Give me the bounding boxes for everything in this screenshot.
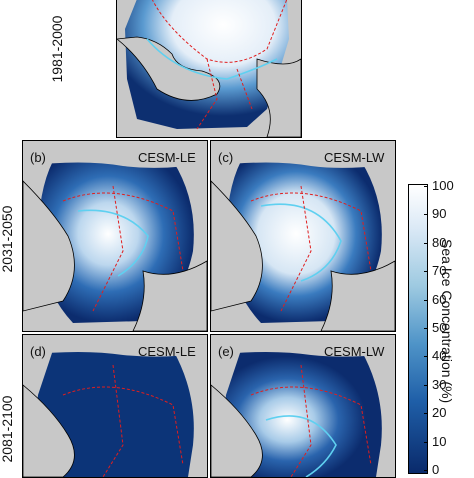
ice-edge-contour: [260, 203, 342, 282]
map-panel-e: [210, 334, 396, 478]
region-boundary: [92, 185, 124, 312]
region-boundary: [250, 192, 372, 272]
colorbar-tick-label: 40: [432, 348, 447, 364]
colorbar-tick-mark: [424, 242, 428, 244]
map-panel-d: [22, 334, 208, 478]
colorbar-tick-mark: [424, 271, 428, 273]
panel-model-d: CESM-LE: [138, 344, 196, 359]
colorbar-tick-mark: [424, 413, 428, 415]
region-boundary: [62, 386, 184, 466]
region-boundary: [236, 68, 253, 110]
colorbar-tick-mark: [424, 186, 428, 187]
colorbar-tick-mark: [424, 470, 428, 471]
arctic-map-b: [23, 141, 207, 331]
map-panel-b: [22, 140, 208, 332]
colorbar-tick-mark: [424, 328, 428, 329]
row-label-1981-2000: 1981-2000: [49, 15, 65, 83]
colorbar-tick-label: 80: [432, 234, 447, 250]
colorbar-tick-label: 20: [432, 405, 447, 421]
land-region: [211, 141, 395, 168]
ocean-region: [36, 350, 194, 477]
land-region: [256, 58, 301, 137]
colorbar-title: Sea Ice Concentration (%): [439, 239, 455, 404]
region-boundary: [280, 185, 312, 312]
land-region: [117, 36, 221, 101]
land-region: [23, 384, 75, 477]
map-panel-c: [210, 140, 396, 332]
land-region: [23, 335, 207, 357]
panel-letter-b: (b): [30, 150, 46, 165]
colorbar-tick-label: 90: [432, 206, 447, 222]
colorbar-tick-label: 30: [432, 376, 447, 392]
land-region: [23, 141, 207, 168]
colorbar-tick-label: 10: [432, 433, 447, 449]
region-boundary: [102, 364, 124, 477]
colorbar-tick-mark: [424, 384, 428, 386]
panel-model-c: CESM-LW: [324, 150, 385, 165]
land-region: [23, 180, 75, 312]
panel-letter-e: (e): [218, 344, 234, 359]
colorbar-tick-label: 50: [432, 320, 447, 335]
map-panel-a: [116, 0, 302, 138]
land-region: [211, 335, 395, 357]
land-region: [132, 260, 207, 331]
ocean-region: [125, 0, 289, 129]
panel-letter-c: (c): [218, 150, 234, 165]
region-boundary: [250, 386, 372, 466]
colorbar: [408, 184, 428, 474]
colorbar-tick-label: 60: [432, 291, 447, 307]
arctic-map-a: [117, 0, 301, 137]
colorbar-tick-label: 0: [432, 462, 440, 477]
land-region: [320, 260, 395, 331]
colorbar-tick-label: 70: [432, 263, 447, 279]
ice-edge-contour: [146, 38, 278, 80]
region-boundary: [290, 364, 312, 477]
arctic-map-e: [211, 335, 395, 477]
colorbar-tick-label: 100: [432, 178, 454, 193]
region-boundary: [62, 192, 184, 272]
panel-model-b: CESM-LE: [138, 150, 196, 165]
colorbar-tick-mark: [424, 356, 428, 358]
ice-edge-contour: [77, 209, 149, 277]
colorbar-tick-mark: [424, 299, 428, 301]
colorbar-tick-mark: [424, 214, 428, 216]
ocean-region: [224, 350, 382, 477]
row-label-2031-2050: 2031-2050: [0, 205, 15, 273]
ice-edge-contour: [265, 415, 337, 477]
panel-model-e: CESM-LW: [324, 344, 385, 359]
arctic-map-d: [23, 335, 207, 477]
colorbar-tick-mark: [424, 441, 428, 443]
land-region: [211, 384, 263, 477]
row-label-2081-2100: 2081-2100: [0, 395, 15, 463]
land-region: [211, 180, 263, 312]
panel-letter-d: (d): [30, 344, 46, 359]
arctic-map-c: [211, 141, 395, 331]
region-boundary: [196, 58, 218, 130]
